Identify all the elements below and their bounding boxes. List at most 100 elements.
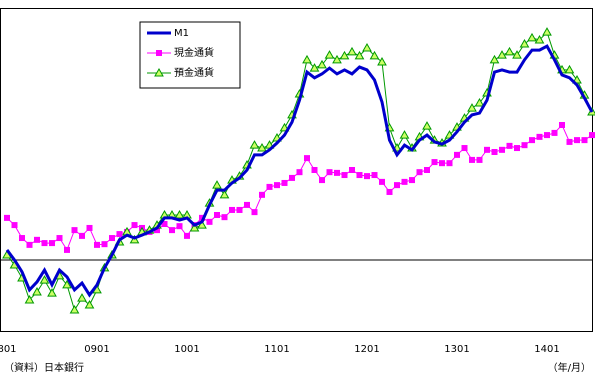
marker bbox=[491, 149, 498, 155]
marker bbox=[71, 227, 78, 234]
marker bbox=[317, 59, 327, 69]
marker bbox=[469, 156, 475, 163]
source-note: （資料）日本銀行 bbox=[4, 361, 84, 374]
marker bbox=[62, 279, 72, 289]
marker bbox=[19, 235, 25, 242]
marker bbox=[347, 46, 357, 56]
marker bbox=[529, 137, 535, 144]
legend-marker bbox=[156, 50, 162, 56]
marker bbox=[551, 129, 558, 136]
marker bbox=[542, 27, 552, 36]
marker bbox=[296, 169, 303, 176]
legend-label: 預金通貨 bbox=[174, 66, 214, 79]
marker bbox=[431, 159, 438, 166]
marker bbox=[446, 160, 453, 167]
marker bbox=[371, 172, 378, 179]
marker bbox=[4, 214, 10, 221]
marker bbox=[197, 220, 207, 229]
marker bbox=[259, 191, 265, 198]
marker bbox=[39, 275, 50, 284]
marker bbox=[364, 173, 370, 180]
marker bbox=[154, 227, 160, 234]
x-tick-label: 1101 bbox=[264, 344, 289, 355]
marker bbox=[281, 179, 288, 186]
marker bbox=[589, 132, 595, 139]
marker bbox=[497, 50, 507, 59]
marker bbox=[289, 174, 295, 181]
marker bbox=[169, 227, 175, 234]
series-line bbox=[5, 44, 594, 298]
legend-label: 現金通貨 bbox=[174, 46, 214, 59]
marker bbox=[377, 56, 387, 66]
marker bbox=[386, 188, 393, 195]
marker bbox=[214, 212, 220, 218]
marker bbox=[527, 32, 537, 42]
marker bbox=[199, 214, 205, 221]
marker bbox=[11, 222, 18, 229]
marker bbox=[461, 145, 468, 152]
marker bbox=[94, 241, 100, 248]
marker bbox=[489, 54, 500, 64]
marker bbox=[26, 241, 33, 248]
marker bbox=[334, 169, 340, 176]
marker bbox=[116, 231, 123, 238]
marker bbox=[311, 167, 318, 173]
marker bbox=[174, 209, 185, 219]
marker bbox=[319, 177, 325, 184]
marker bbox=[341, 172, 348, 179]
marker bbox=[339, 50, 350, 60]
marker bbox=[362, 42, 372, 52]
marker bbox=[56, 235, 63, 242]
marker bbox=[184, 232, 190, 239]
marker bbox=[131, 222, 138, 229]
marker bbox=[559, 122, 565, 128]
marker bbox=[519, 38, 530, 48]
marker bbox=[257, 143, 267, 152]
marker bbox=[467, 103, 477, 112]
marker bbox=[324, 50, 335, 59]
marker bbox=[69, 305, 80, 314]
marker bbox=[77, 293, 87, 302]
marker bbox=[536, 133, 543, 140]
marker bbox=[401, 178, 408, 185]
marker bbox=[251, 209, 258, 216]
marker bbox=[574, 137, 580, 144]
marker bbox=[206, 218, 213, 225]
marker bbox=[309, 63, 320, 72]
marker bbox=[24, 294, 35, 304]
marker bbox=[474, 98, 485, 107]
marker bbox=[349, 167, 355, 173]
marker bbox=[504, 46, 515, 56]
marker bbox=[79, 232, 85, 239]
marker bbox=[394, 182, 400, 189]
marker bbox=[514, 145, 520, 152]
marker bbox=[161, 221, 168, 227]
marker bbox=[84, 299, 95, 309]
marker bbox=[512, 50, 522, 59]
marker bbox=[422, 121, 432, 130]
marker bbox=[521, 142, 528, 149]
marker bbox=[581, 137, 588, 144]
marker bbox=[484, 146, 490, 153]
marker bbox=[302, 54, 312, 64]
marker bbox=[564, 64, 575, 74]
marker bbox=[506, 142, 513, 149]
marker bbox=[332, 54, 342, 64]
marker bbox=[49, 240, 55, 247]
marker bbox=[244, 201, 250, 208]
marker bbox=[101, 241, 108, 248]
legend-marker bbox=[154, 67, 164, 77]
marker bbox=[354, 50, 365, 60]
marker bbox=[499, 146, 505, 153]
marker bbox=[424, 167, 430, 173]
marker bbox=[369, 50, 380, 60]
marker bbox=[356, 172, 363, 179]
marker bbox=[236, 206, 243, 213]
x-unit: （年/月） bbox=[548, 361, 591, 374]
marker bbox=[379, 178, 385, 185]
x-tick-label: 1201 bbox=[354, 344, 379, 355]
x-tick-label: 0901 bbox=[84, 344, 109, 355]
marker bbox=[189, 222, 200, 232]
marker bbox=[212, 180, 222, 189]
